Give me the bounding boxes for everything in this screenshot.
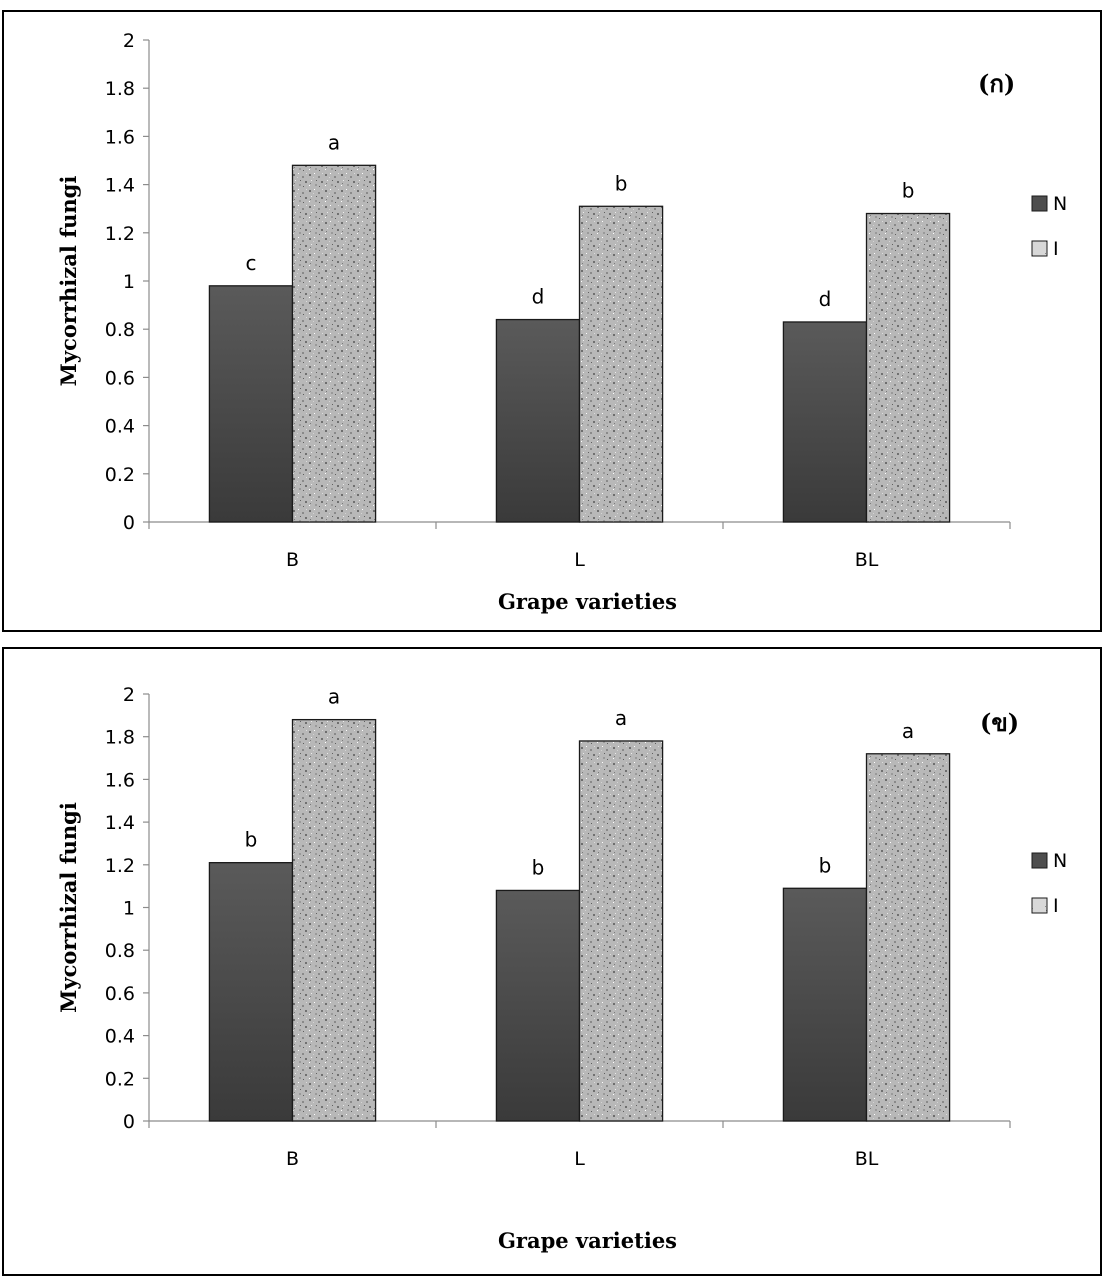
panel-label: (ข) [980, 708, 1019, 737]
y-tick-label: 0 [123, 1111, 135, 1133]
significance-letter: c [245, 251, 256, 275]
x-axis-title: Grape varieties [498, 1228, 677, 1253]
y-tick-label: 1.8 [105, 727, 135, 749]
y-tick-label: 0.6 [105, 367, 135, 389]
y-tick-label: 0.8 [105, 319, 135, 341]
bar-N-B [208, 285, 294, 523]
y-tick-label: 0.6 [105, 983, 135, 1005]
x-tick-label: B [286, 1148, 299, 1170]
y-tick-label: 0.2 [105, 464, 135, 486]
y-tick-label: 1.8 [105, 78, 135, 100]
x-tick-label: BL [855, 549, 879, 571]
bar-N-L [495, 889, 581, 1122]
significance-letter: b [532, 855, 545, 879]
significance-letter: b [819, 853, 832, 877]
y-tick-label: 0 [123, 512, 135, 534]
y-tick-label: 0.2 [105, 1068, 135, 1090]
x-axis-title: Grape varieties [498, 589, 677, 614]
significance-letter: d [819, 287, 832, 311]
x-tick-label: L [574, 1148, 585, 1170]
bar-I-B [291, 718, 377, 1122]
bar-I-L [578, 740, 664, 1122]
y-tick-label: 0.4 [105, 1026, 135, 1048]
legend-label-I: I [1053, 895, 1059, 917]
y-tick-label: 1 [123, 271, 135, 293]
x-tick-label: L [574, 549, 585, 571]
significance-letter: b [245, 828, 258, 852]
legend-swatch-N [1031, 852, 1048, 869]
bar-I-BL [865, 753, 951, 1122]
bar-I-L [578, 205, 664, 523]
legend-swatch-I [1031, 240, 1048, 257]
bar-chart-a: 0 0.2 0.4 0.6 0.8 1 1.2 1.4 1.6 1.8 2 c a Bd b Ld b BL Gra… [56, 30, 1067, 614]
y-axis-title: Mycorrhizal fungi [56, 176, 81, 387]
legend-swatch-I [1031, 897, 1048, 914]
y-tick-label: 1.2 [105, 223, 135, 245]
panel-label: (ก) [978, 69, 1015, 98]
legend-swatch-N [1031, 195, 1048, 212]
x-tick-label: B [286, 549, 299, 571]
x-tick-label: BL [855, 1148, 879, 1170]
significance-letter: a [328, 130, 340, 154]
bar-I-BL [865, 212, 951, 523]
bar-N-L [495, 318, 581, 523]
bar-N-B [208, 862, 294, 1122]
significance-letter: b [902, 179, 915, 203]
significance-letter: a [328, 685, 340, 709]
y-tick-label: 0.8 [105, 940, 135, 962]
significance-letter: b [615, 171, 628, 195]
y-tick-label: 1.6 [105, 126, 135, 148]
legend-label-N: N [1053, 850, 1067, 872]
y-tick-label: 0.4 [105, 416, 135, 438]
y-tick-label: 1 [123, 898, 135, 920]
legend-label-N: N [1053, 193, 1067, 215]
legend-label-I: I [1053, 238, 1059, 260]
significance-letter: a [902, 719, 914, 743]
significance-letter: a [615, 706, 627, 730]
significance-letter: d [532, 285, 545, 309]
y-tick-label: 1.6 [105, 769, 135, 791]
bar-N-BL [782, 887, 868, 1122]
bar-I-B [291, 164, 377, 523]
y-tick-label: 1.4 [105, 812, 135, 834]
y-axis-title: Mycorrhizal fungi [56, 802, 81, 1013]
y-tick-label: 2 [123, 684, 135, 706]
bar-N-BL [782, 321, 868, 523]
y-tick-label: 2 [123, 30, 135, 52]
y-tick-label: 1.2 [105, 855, 135, 877]
bar-chart-b: 0 0.2 0.4 0.6 0.8 1 1.2 1.4 1.6 1.8 2 b a Bb a Lb a BL Gra… [56, 684, 1067, 1253]
y-tick-label: 1.4 [105, 175, 135, 197]
